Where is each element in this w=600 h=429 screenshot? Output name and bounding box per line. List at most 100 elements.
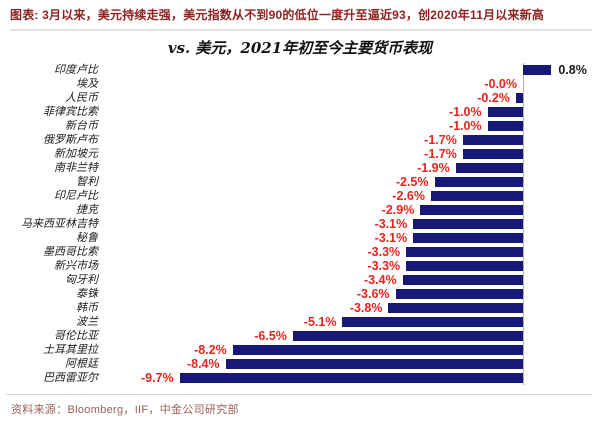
category-label: 土耳其里拉: [43, 343, 98, 356]
value-label: -3.8%: [349, 301, 383, 315]
bar-row: 捷克 -2.9%: [0, 203, 600, 217]
value-label: -3.4%: [363, 273, 397, 287]
bar: [406, 247, 523, 257]
bar: [406, 261, 523, 271]
bar: [420, 205, 523, 215]
bar-row: 韩币 -3.8%: [0, 301, 600, 315]
bar: [434, 177, 523, 187]
bar-row: 巴西雷亚尔 -9.7%: [0, 371, 600, 385]
bar-row: 印度卢比 0.8%: [0, 63, 600, 77]
bar-row: 哥伦比亚 -6.5%: [0, 329, 600, 343]
plot-rows: 印度卢比 0.8% 埃及 -0.0% 人民币 -0.2% 菲律宾比索 -1.0% 新台币 -1.0…: [0, 63, 600, 385]
bar-track: -3.6%: [98, 287, 600, 301]
category-label: 南非兰特: [54, 161, 98, 174]
value-label: -0.2%: [477, 91, 510, 105]
category-label: 印尼卢比: [54, 189, 98, 202]
bar: [487, 107, 523, 117]
bar-row: 新兴市场 -3.3%: [0, 259, 600, 273]
bar: [342, 317, 523, 327]
bar-row: 波兰 -5.1%: [0, 315, 600, 329]
figure-caption: 图表: 3月以来，美元持续走强，美元指数从不到90的低位一度升至逼近93，创20…: [10, 8, 545, 22]
bar-track: -3.1%: [98, 231, 600, 245]
category-label: 新兴市场: [54, 259, 98, 272]
bar-row: 南非兰特 -1.9%: [0, 161, 600, 175]
footer-divider: [6, 394, 592, 395]
bar: [232, 345, 523, 355]
bar-row: 马来西亚林吉特 -3.1%: [0, 217, 600, 231]
value-label: -1.9%: [417, 161, 450, 175]
category-label: 秘鲁: [76, 231, 98, 244]
category-label: 波兰: [76, 315, 98, 328]
bar-row: 人民币 -0.2%: [0, 91, 600, 105]
bar: [413, 219, 523, 229]
category-label: 匈牙利: [65, 273, 98, 286]
value-label: -3.3%: [367, 245, 401, 259]
value-label: -8.4%: [186, 357, 220, 371]
bar-track: -3.1%: [98, 217, 600, 231]
zero-axis-line: [523, 63, 524, 385]
bar: [515, 93, 523, 103]
bar-track: -9.7%: [98, 371, 600, 385]
category-label: 韩币: [76, 301, 98, 314]
value-label: -3.3%: [367, 259, 401, 273]
bar-row: 泰铢 -3.6%: [0, 287, 600, 301]
category-label: 新加坡元: [54, 147, 98, 160]
bar-track: -2.9%: [98, 203, 600, 217]
chart-title: vs. 美元，2021年初至今主要货币表现: [167, 39, 433, 57]
figure-header: 图表: 3月以来，美元持续走强，美元指数从不到90的低位一度升至逼近93，创20…: [10, 6, 592, 31]
value-label: -2.5%: [395, 175, 429, 189]
bar-track: -1.7%: [98, 147, 600, 161]
value-label: -0.0%: [484, 77, 517, 91]
value-label: -6.5%: [254, 329, 287, 343]
value-label: -8.2%: [194, 343, 227, 357]
bar-track: -1.9%: [98, 161, 600, 175]
bar-track: -8.4%: [98, 357, 600, 371]
bar-track: -0.2%: [98, 91, 600, 105]
bar-track: -8.2%: [98, 343, 600, 357]
bar-track: -3.8%: [98, 301, 600, 315]
bar-track: -1.7%: [98, 133, 600, 147]
bar: [430, 191, 523, 201]
bar-track: -5.1%: [98, 315, 600, 329]
bar-track: -2.5%: [98, 175, 600, 189]
value-label: -3.1%: [374, 217, 408, 231]
bar-track: 0.8%: [98, 63, 600, 77]
value-label: -3.1%: [374, 231, 408, 245]
value-label: 0.8%: [558, 63, 587, 77]
category-label: 印度卢比: [54, 63, 98, 76]
bar-row: 阿根廷 -8.4%: [0, 357, 600, 371]
category-label: 菲律宾比索: [43, 105, 98, 118]
bar-row: 土耳其里拉 -8.2%: [0, 343, 600, 357]
bar-track: -3.3%: [98, 259, 600, 273]
bar-row: 智利 -2.5%: [0, 175, 600, 189]
bar: [462, 135, 523, 145]
bar-track: -1.0%: [98, 105, 600, 119]
category-label: 泰铢: [76, 287, 98, 300]
category-label: 墨西哥比索: [43, 245, 98, 258]
value-label: -1.7%: [424, 147, 457, 161]
bar-track: -3.3%: [98, 245, 600, 259]
value-label: -5.1%: [303, 315, 337, 329]
bar-row: 俄罗斯卢布 -1.7%: [0, 133, 600, 147]
bar-row: 匈牙利 -3.4%: [0, 273, 600, 287]
bar: [402, 275, 523, 285]
bar-row: 印尼卢比 -2.6%: [0, 189, 600, 203]
value-label: -1.0%: [448, 119, 482, 133]
value-label: -1.0%: [448, 105, 482, 119]
source-note: 资料来源：Bloomberg，IIF，中金公司研究部: [11, 404, 239, 416]
value-label: -1.7%: [424, 133, 457, 147]
bar: [523, 65, 552, 75]
category-label: 捷克: [76, 203, 98, 216]
bar: [413, 233, 523, 243]
category-label: 人民币: [65, 91, 98, 104]
bar-row: 新加坡元 -1.7%: [0, 147, 600, 161]
bar-row: 新台币 -1.0%: [0, 119, 600, 133]
category-label: 智利: [76, 175, 98, 188]
category-label: 埃及: [76, 77, 98, 90]
bar-track: -6.5%: [98, 329, 600, 343]
bar: [179, 373, 523, 383]
bar-row: 菲律宾比索 -1.0%: [0, 105, 600, 119]
value-label: -2.9%: [381, 203, 415, 217]
category-label: 阿根廷: [65, 357, 98, 370]
value-label: -2.6%: [392, 189, 425, 203]
